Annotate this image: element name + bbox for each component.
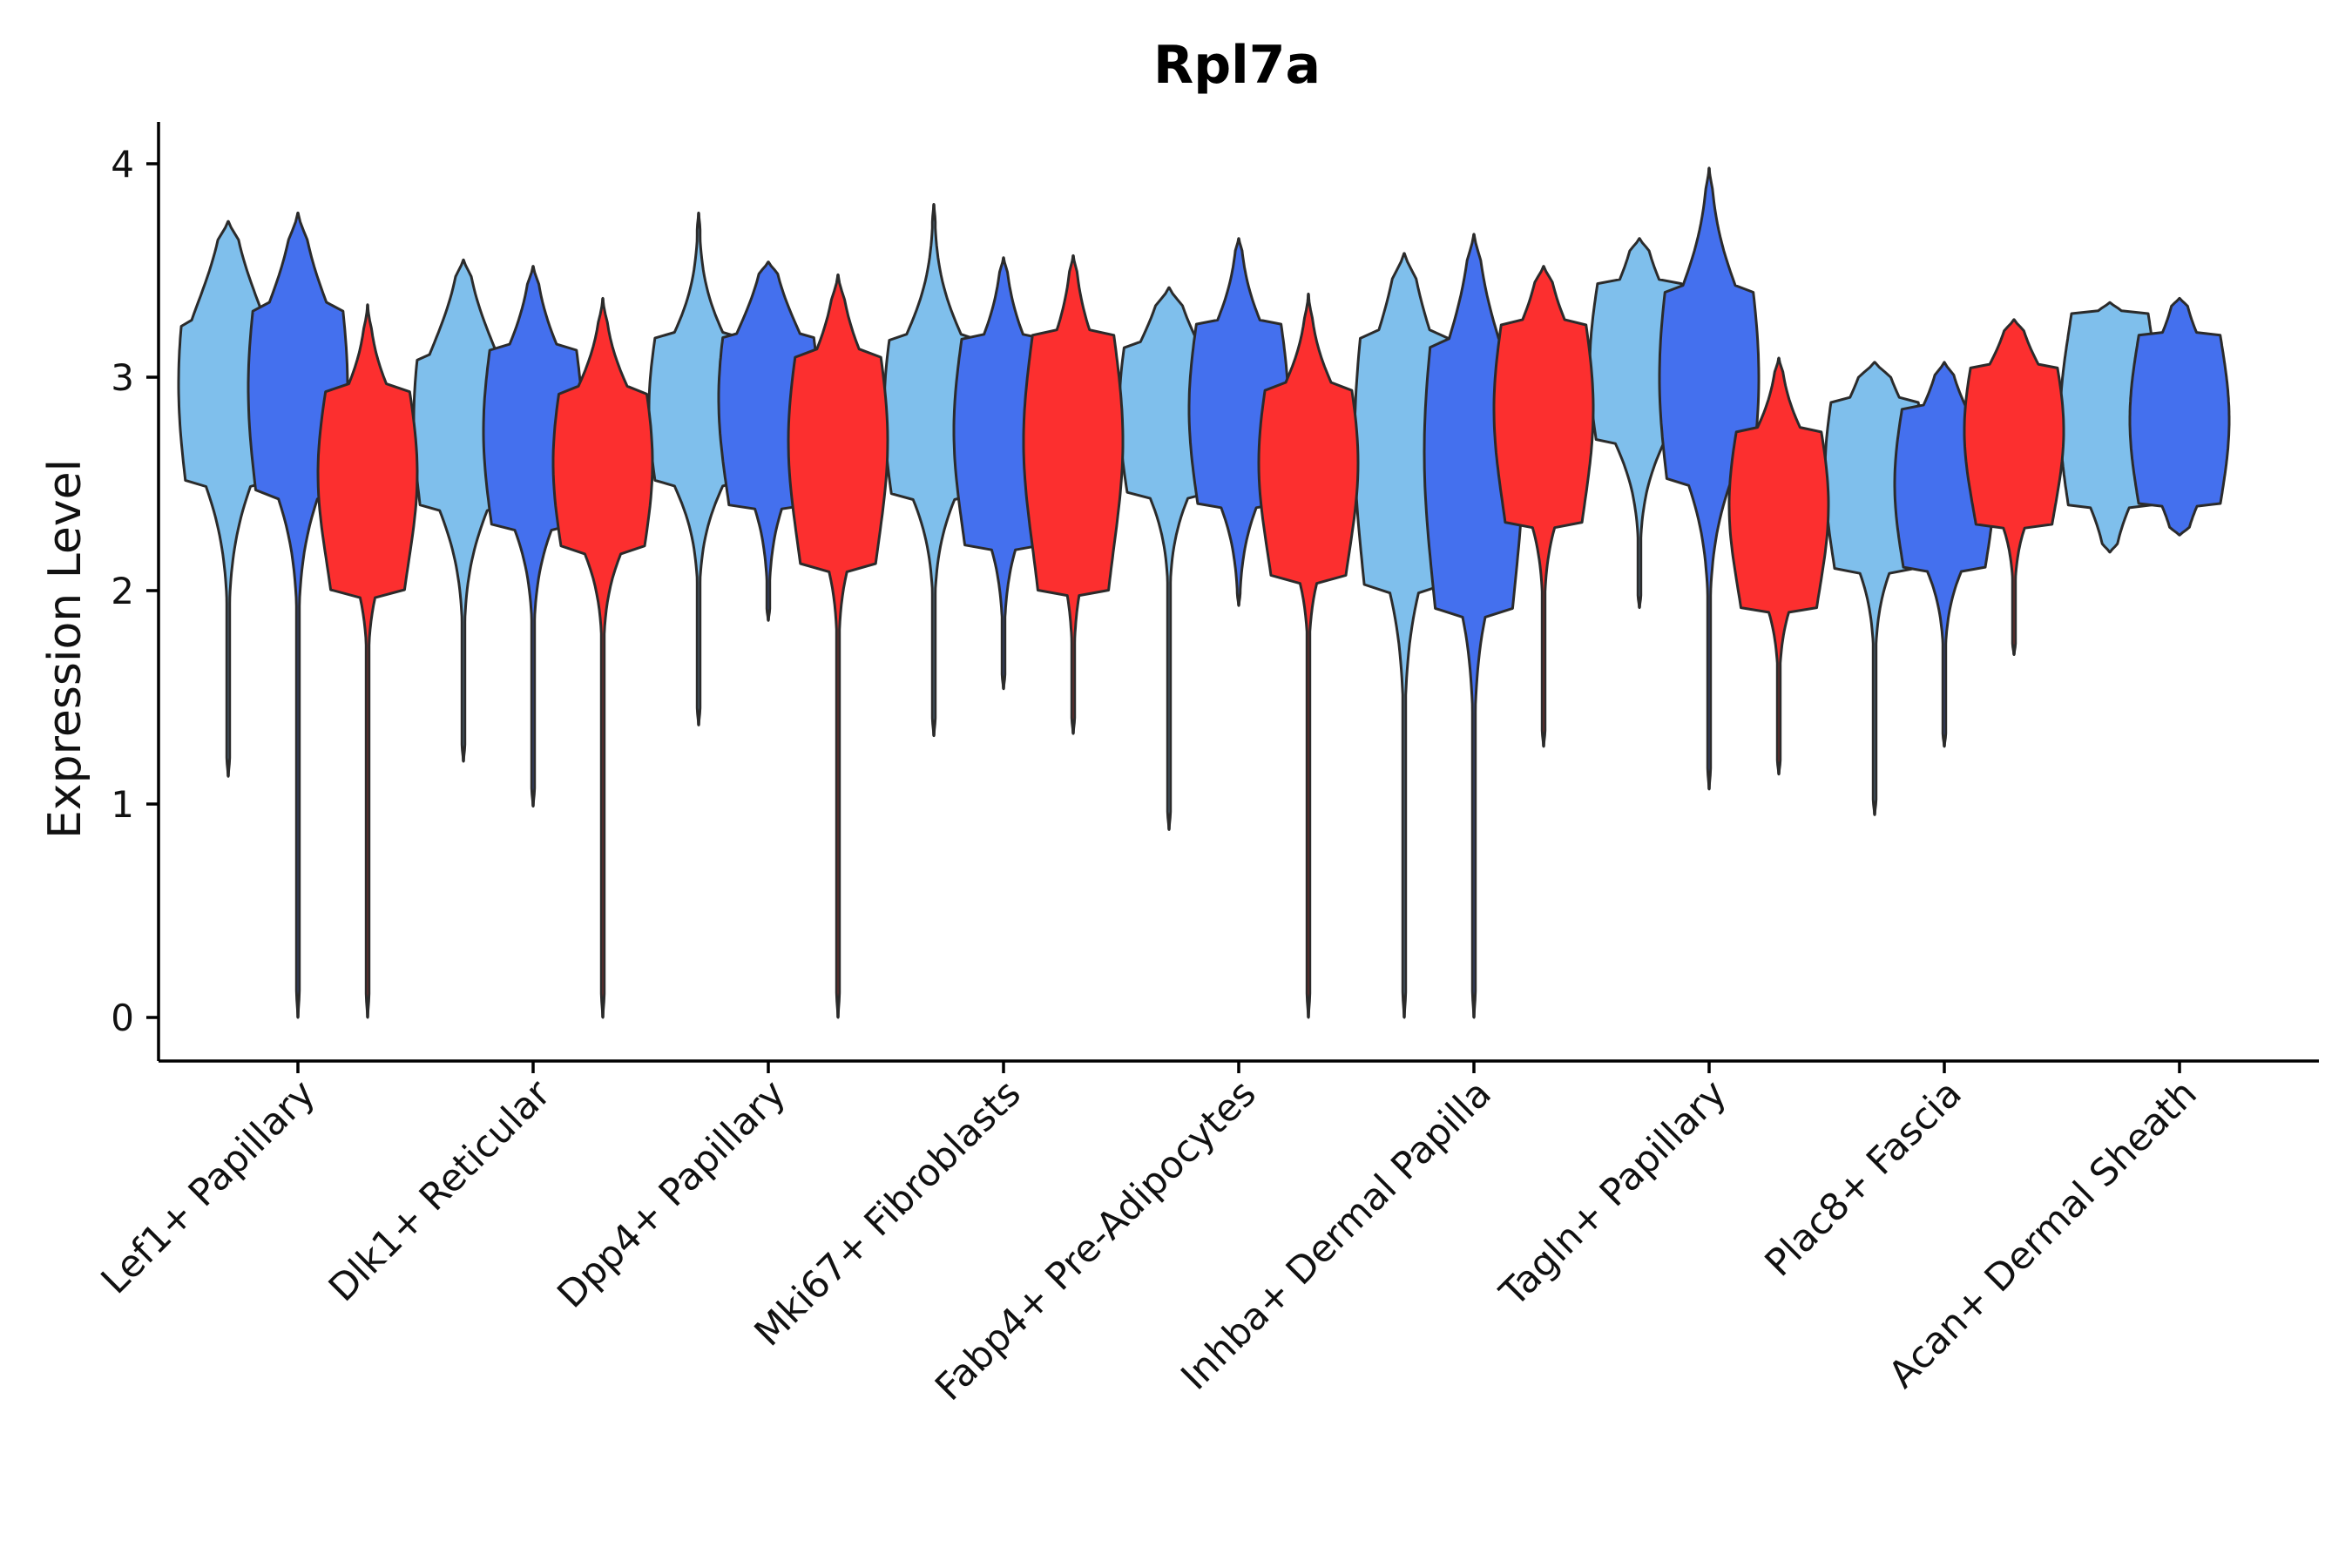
violin-group-red (1727, 356, 1830, 776)
y-axis: 0 1 2 3 4 (111, 122, 160, 1061)
x-tick-label: Dlk1+ Reticular (321, 1071, 559, 1310)
violin-group-red (316, 303, 419, 1019)
y-tick-label: 4 (111, 143, 134, 186)
x-tick-label: Plac8+ Fascia (1757, 1071, 1970, 1285)
x-tick-label: Mki67+ Fibroblasts (747, 1071, 1030, 1355)
x-tick-label: Lef1+ Papillary (93, 1071, 324, 1302)
y-tick-label: 1 (111, 783, 134, 826)
violin-group-royal-blue (1658, 166, 1761, 791)
violin-group-red (1257, 292, 1360, 1019)
x-tick-label: Dpp4+ Papillary (550, 1071, 794, 1316)
violin-group-royal-blue (2128, 296, 2231, 537)
violin-group-red (787, 273, 889, 1019)
violin-group-royal-blue (1187, 237, 1290, 607)
series-group-royal-blue (247, 166, 2231, 1019)
y-axis-label: Expression Level (39, 459, 91, 839)
x-tick-label: Tagln+ Papillary (1491, 1071, 1735, 1315)
plot-area (177, 166, 2231, 1019)
violin-group-red (1492, 265, 1595, 748)
y-tick-label: 2 (111, 570, 134, 612)
y-tick-label: 3 (111, 356, 134, 399)
y-tick-label: 0 (111, 997, 134, 1039)
series-group-red (316, 253, 2065, 1019)
violin-group-red (1963, 318, 2065, 656)
series-group-light-blue (177, 203, 2161, 1019)
violin-group-red (551, 296, 654, 1019)
violin-group-royal-blue (247, 211, 349, 1019)
violin-group-red (1022, 253, 1125, 735)
chart-title: Rpl7a (1153, 35, 1321, 96)
